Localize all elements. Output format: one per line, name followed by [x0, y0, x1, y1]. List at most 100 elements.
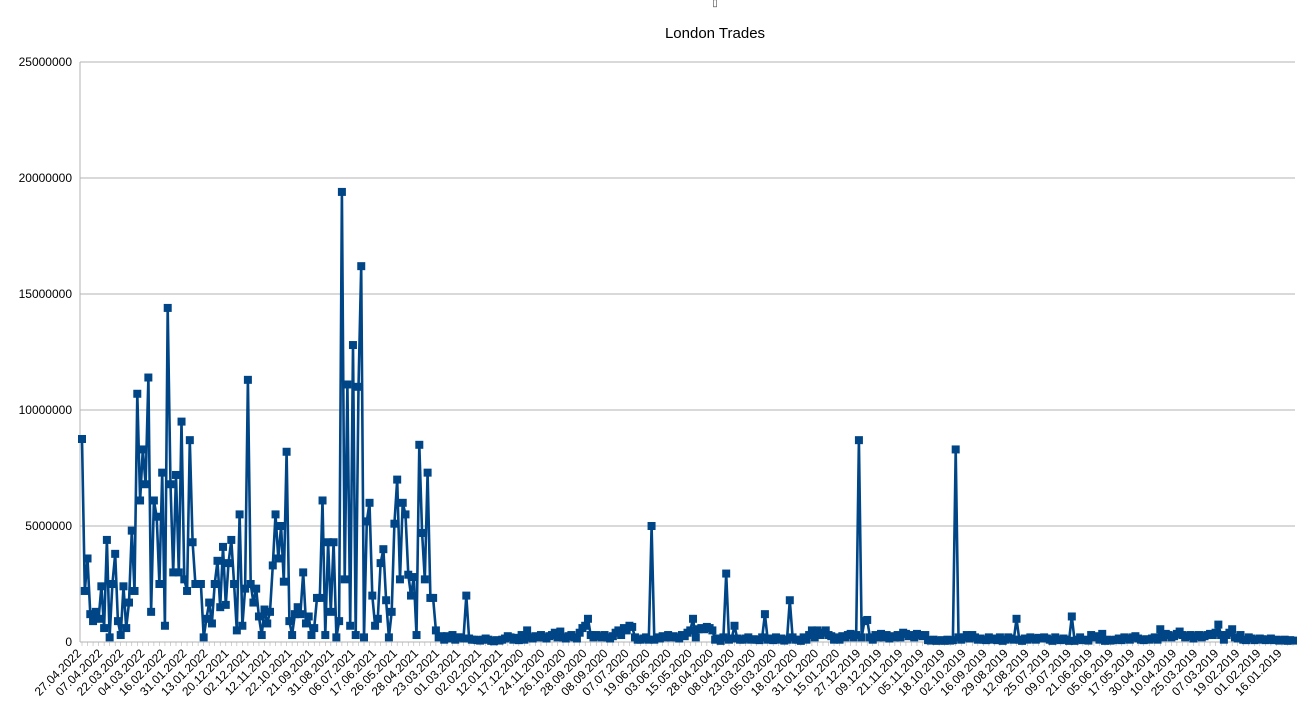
y-tick-label: 15000000 — [19, 287, 73, 301]
data-point — [230, 580, 239, 588]
data-point — [304, 612, 313, 621]
data-point — [418, 528, 427, 537]
data-point — [127, 526, 136, 535]
data-point — [337, 187, 346, 196]
data-point — [583, 614, 592, 623]
data-point — [384, 633, 393, 642]
data-point — [207, 619, 216, 628]
data-point — [293, 603, 302, 612]
data-point — [310, 624, 319, 633]
data-point — [708, 626, 717, 635]
data-point — [78, 435, 86, 443]
gridlines — [79, 61, 1295, 643]
data-point — [368, 591, 377, 600]
data-point — [807, 626, 816, 635]
data-point — [113, 617, 122, 626]
data-point — [224, 559, 233, 568]
data-point — [346, 621, 355, 630]
data-point — [415, 440, 424, 449]
data-point — [147, 607, 156, 616]
data-point — [202, 614, 211, 623]
data-point — [448, 631, 457, 640]
data-point — [340, 575, 349, 584]
y-tick-label: 25000000 — [19, 55, 73, 69]
data-point — [365, 498, 374, 507]
data-point — [401, 510, 410, 519]
data-point — [249, 598, 258, 607]
data-point — [102, 535, 111, 544]
data-point — [429, 593, 438, 602]
data-point — [1211, 628, 1220, 637]
data-point — [149, 496, 158, 505]
data-point — [324, 538, 333, 547]
data-point — [268, 561, 277, 570]
data-point — [122, 624, 131, 633]
data-point — [420, 575, 429, 584]
data-point — [852, 631, 861, 640]
data-point — [622, 626, 631, 635]
data-point — [371, 621, 380, 630]
data-point — [141, 480, 150, 489]
data-point — [1236, 631, 1245, 640]
data-point — [821, 626, 830, 635]
data-point — [183, 586, 192, 595]
data-point — [379, 545, 388, 554]
data-point — [277, 522, 286, 530]
data-point — [727, 634, 736, 643]
data-point — [138, 445, 147, 454]
data-point — [83, 554, 92, 563]
data-point — [274, 554, 283, 563]
data-point — [1214, 620, 1223, 629]
data-point — [785, 596, 794, 605]
data-point — [238, 621, 247, 630]
top-marker: ▯ — [712, 0, 718, 9]
data-point — [199, 633, 208, 642]
data-point — [97, 582, 106, 591]
data-point — [158, 468, 167, 477]
data-point — [863, 615, 872, 624]
data-point — [246, 580, 255, 588]
data-point — [221, 600, 230, 609]
data-point — [279, 577, 288, 586]
data-point — [219, 542, 228, 551]
data-point — [100, 624, 109, 633]
data-point — [1095, 635, 1104, 644]
data-point — [1012, 614, 1021, 623]
data-point — [805, 631, 814, 640]
data-point — [348, 341, 357, 350]
data-point — [260, 605, 269, 614]
data-point — [1153, 635, 1162, 644]
data-point — [409, 573, 418, 582]
data-point — [1156, 625, 1165, 634]
data-point — [136, 496, 145, 505]
data-point — [196, 580, 205, 588]
data-point — [691, 633, 700, 642]
data-point — [169, 568, 178, 577]
data-point — [1084, 636, 1093, 645]
data-point — [423, 468, 432, 477]
data-point — [227, 535, 236, 544]
data-point — [213, 556, 222, 565]
data-point — [166, 480, 175, 489]
data-point — [94, 614, 103, 623]
data-point — [86, 610, 95, 619]
data-point — [412, 631, 421, 640]
data-point — [523, 626, 532, 635]
series-polyline — [80, 190, 1294, 643]
data-point — [105, 633, 114, 642]
data-point — [722, 569, 731, 578]
data-point — [514, 636, 523, 645]
data-point — [857, 633, 866, 642]
series-points — [78, 187, 1297, 646]
data-point — [398, 498, 407, 507]
data-point — [572, 634, 581, 643]
data-point — [459, 634, 468, 643]
data-point — [404, 570, 413, 579]
data-point — [1065, 636, 1074, 645]
data-point — [188, 538, 197, 547]
data-point — [235, 510, 244, 519]
data-point — [689, 614, 698, 623]
data-point — [1289, 636, 1297, 645]
data-point — [216, 603, 225, 612]
data-point — [407, 591, 416, 600]
